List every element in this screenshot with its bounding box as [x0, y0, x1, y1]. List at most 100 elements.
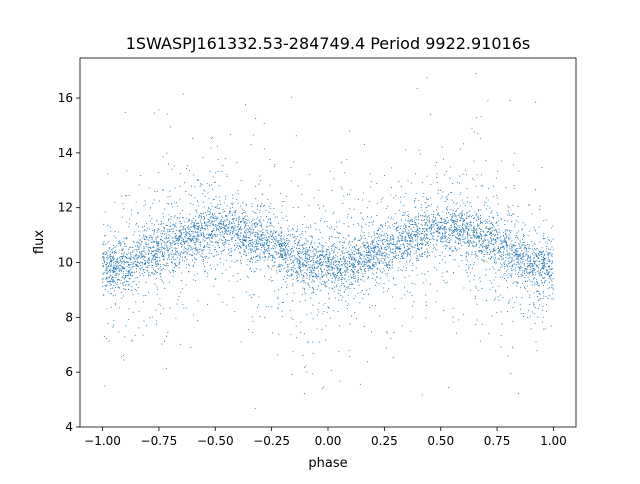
data-point — [246, 222, 248, 225]
data-point — [431, 213, 433, 216]
data-point — [116, 284, 118, 286]
data-point — [203, 249, 205, 251]
data-point — [523, 271, 525, 273]
data-point — [492, 286, 494, 288]
data-point — [167, 254, 169, 256]
data-point — [262, 193, 264, 196]
data-point — [527, 272, 529, 274]
data-point — [320, 259, 322, 261]
data-point — [239, 279, 241, 281]
data-point — [396, 242, 398, 244]
data-point — [316, 328, 318, 330]
data-point — [421, 239, 423, 242]
data-point — [284, 239, 286, 241]
data-point — [148, 239, 150, 242]
data-point — [175, 265, 177, 267]
data-point — [481, 229, 483, 231]
data-point — [363, 262, 365, 264]
data-point — [432, 219, 434, 221]
data-point — [475, 255, 477, 257]
data-point — [207, 303, 209, 305]
data-point — [506, 247, 508, 249]
data-point — [395, 213, 397, 215]
data-point — [381, 226, 384, 228]
data-point — [285, 281, 287, 283]
data-point — [275, 251, 277, 253]
data-point — [155, 323, 158, 325]
data-point — [537, 256, 539, 258]
data-point — [392, 236, 394, 238]
data-point — [188, 271, 190, 273]
data-point — [546, 270, 548, 272]
data-point — [445, 231, 447, 233]
data-point — [250, 231, 252, 233]
data-point — [436, 173, 438, 175]
data-point — [367, 264, 369, 266]
data-point — [476, 229, 478, 231]
data-point — [111, 252, 113, 254]
data-point — [294, 257, 296, 259]
data-point — [128, 252, 130, 254]
data-point — [191, 259, 193, 261]
data-point — [283, 242, 286, 244]
data-point — [546, 253, 549, 255]
data-point — [194, 197, 196, 199]
data-point — [281, 310, 283, 312]
data-point — [170, 244, 172, 246]
data-point — [170, 228, 172, 230]
data-point — [541, 276, 544, 278]
data-point — [303, 260, 305, 262]
data-point — [448, 233, 450, 235]
data-point — [443, 235, 445, 237]
data-point — [106, 242, 109, 244]
data-point — [444, 234, 446, 236]
data-point — [486, 222, 488, 224]
data-point — [426, 218, 428, 220]
data-point — [376, 277, 378, 279]
data-point — [323, 386, 325, 388]
data-point — [519, 244, 521, 246]
data-point — [333, 245, 335, 247]
data-point — [111, 263, 113, 265]
data-point — [157, 288, 159, 290]
data-point — [360, 269, 362, 271]
data-point — [319, 259, 321, 261]
data-point — [288, 234, 290, 236]
data-point — [315, 273, 317, 275]
data-point — [163, 226, 165, 228]
data-point — [273, 262, 275, 264]
data-point — [463, 230, 465, 232]
data-point — [355, 266, 357, 268]
data-point — [402, 225, 404, 227]
data-point — [255, 185, 257, 188]
data-point — [265, 305, 267, 308]
data-point — [213, 255, 215, 257]
data-point — [427, 219, 429, 221]
data-point — [348, 246, 350, 248]
data-point — [498, 220, 500, 222]
data-point — [161, 233, 163, 235]
data-point — [461, 211, 463, 213]
data-point — [399, 234, 401, 236]
data-point — [209, 237, 211, 239]
data-point — [444, 255, 446, 257]
data-point — [248, 245, 250, 247]
data-point — [503, 238, 505, 240]
data-point — [369, 246, 371, 248]
data-point — [503, 252, 505, 254]
data-point — [376, 202, 379, 205]
data-point — [148, 246, 150, 248]
data-point — [420, 232, 422, 234]
data-point — [376, 182, 378, 185]
data-point — [251, 316, 253, 318]
data-point — [538, 285, 541, 287]
data-point — [296, 262, 298, 264]
data-point — [504, 231, 507, 233]
data-point — [158, 257, 161, 259]
data-point — [261, 203, 263, 205]
data-point — [186, 258, 188, 260]
data-point — [467, 215, 470, 217]
data-point — [369, 268, 371, 270]
data-point — [202, 212, 205, 214]
data-point — [508, 247, 510, 249]
